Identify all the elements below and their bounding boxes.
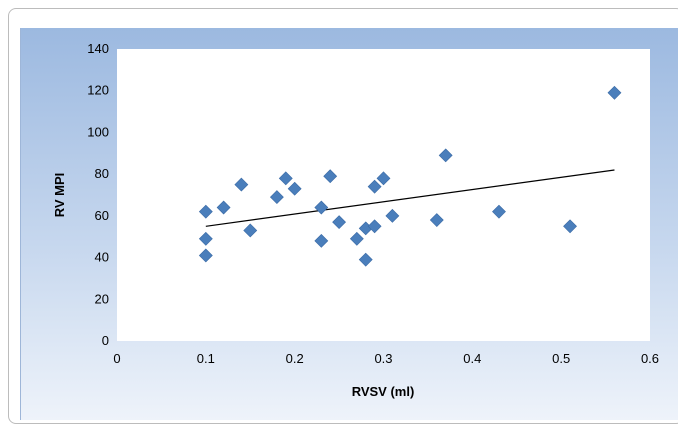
data-point (234, 177, 249, 192)
data-point (385, 208, 400, 223)
data-point (314, 200, 329, 215)
data-points (198, 85, 622, 267)
data-point (358, 252, 373, 267)
data-point (198, 231, 213, 246)
y-tick-label: 100 (87, 124, 109, 139)
data-point (563, 219, 577, 234)
y-tick-label: 140 (87, 41, 109, 56)
y-tick-label: 40 (95, 250, 109, 265)
x-tick-label: 0 (113, 351, 120, 366)
x-tick-label: 0.5 (552, 351, 570, 366)
y-tick-label: 0 (102, 333, 109, 348)
data-point (198, 204, 213, 219)
data-point (332, 215, 347, 230)
data-point (429, 213, 444, 227)
data-point (243, 223, 258, 238)
data-point (278, 171, 293, 186)
data-point (438, 148, 453, 163)
data-point (216, 200, 231, 215)
x-tick-label: 0.6 (641, 351, 659, 366)
x-tick-label: 0.3 (374, 351, 392, 366)
y-axis-ticks: 0 20 40 60 80 100 120 140 (87, 41, 109, 348)
trendline (205, 169, 615, 227)
data-point (492, 204, 506, 219)
data-point (323, 169, 338, 184)
data-point (349, 231, 364, 246)
x-axis-title: RVSV (ml) (352, 384, 415, 399)
x-axis-ticks: 0 0.1 0.2 0.3 0.4 0.5 0.6 (113, 351, 659, 366)
data-point (367, 179, 382, 194)
y-tick-label: 20 (95, 291, 109, 306)
x-tick-label: 0.2 (286, 351, 304, 366)
x-tick-label: 0.4 (463, 351, 481, 366)
x-tick-label: 0.1 (197, 351, 215, 366)
data-point (287, 181, 302, 196)
data-point (198, 248, 213, 263)
data-point (314, 233, 329, 248)
data-point (607, 85, 622, 100)
y-axis-title: RV MPI (52, 173, 67, 218)
y-tick-label: 60 (95, 208, 109, 223)
plot-area (117, 49, 650, 341)
data-point (367, 219, 382, 234)
data-point (376, 171, 391, 186)
y-tick-label: 120 (87, 83, 109, 98)
data-point (269, 190, 284, 205)
y-tick-label: 80 (95, 166, 109, 181)
